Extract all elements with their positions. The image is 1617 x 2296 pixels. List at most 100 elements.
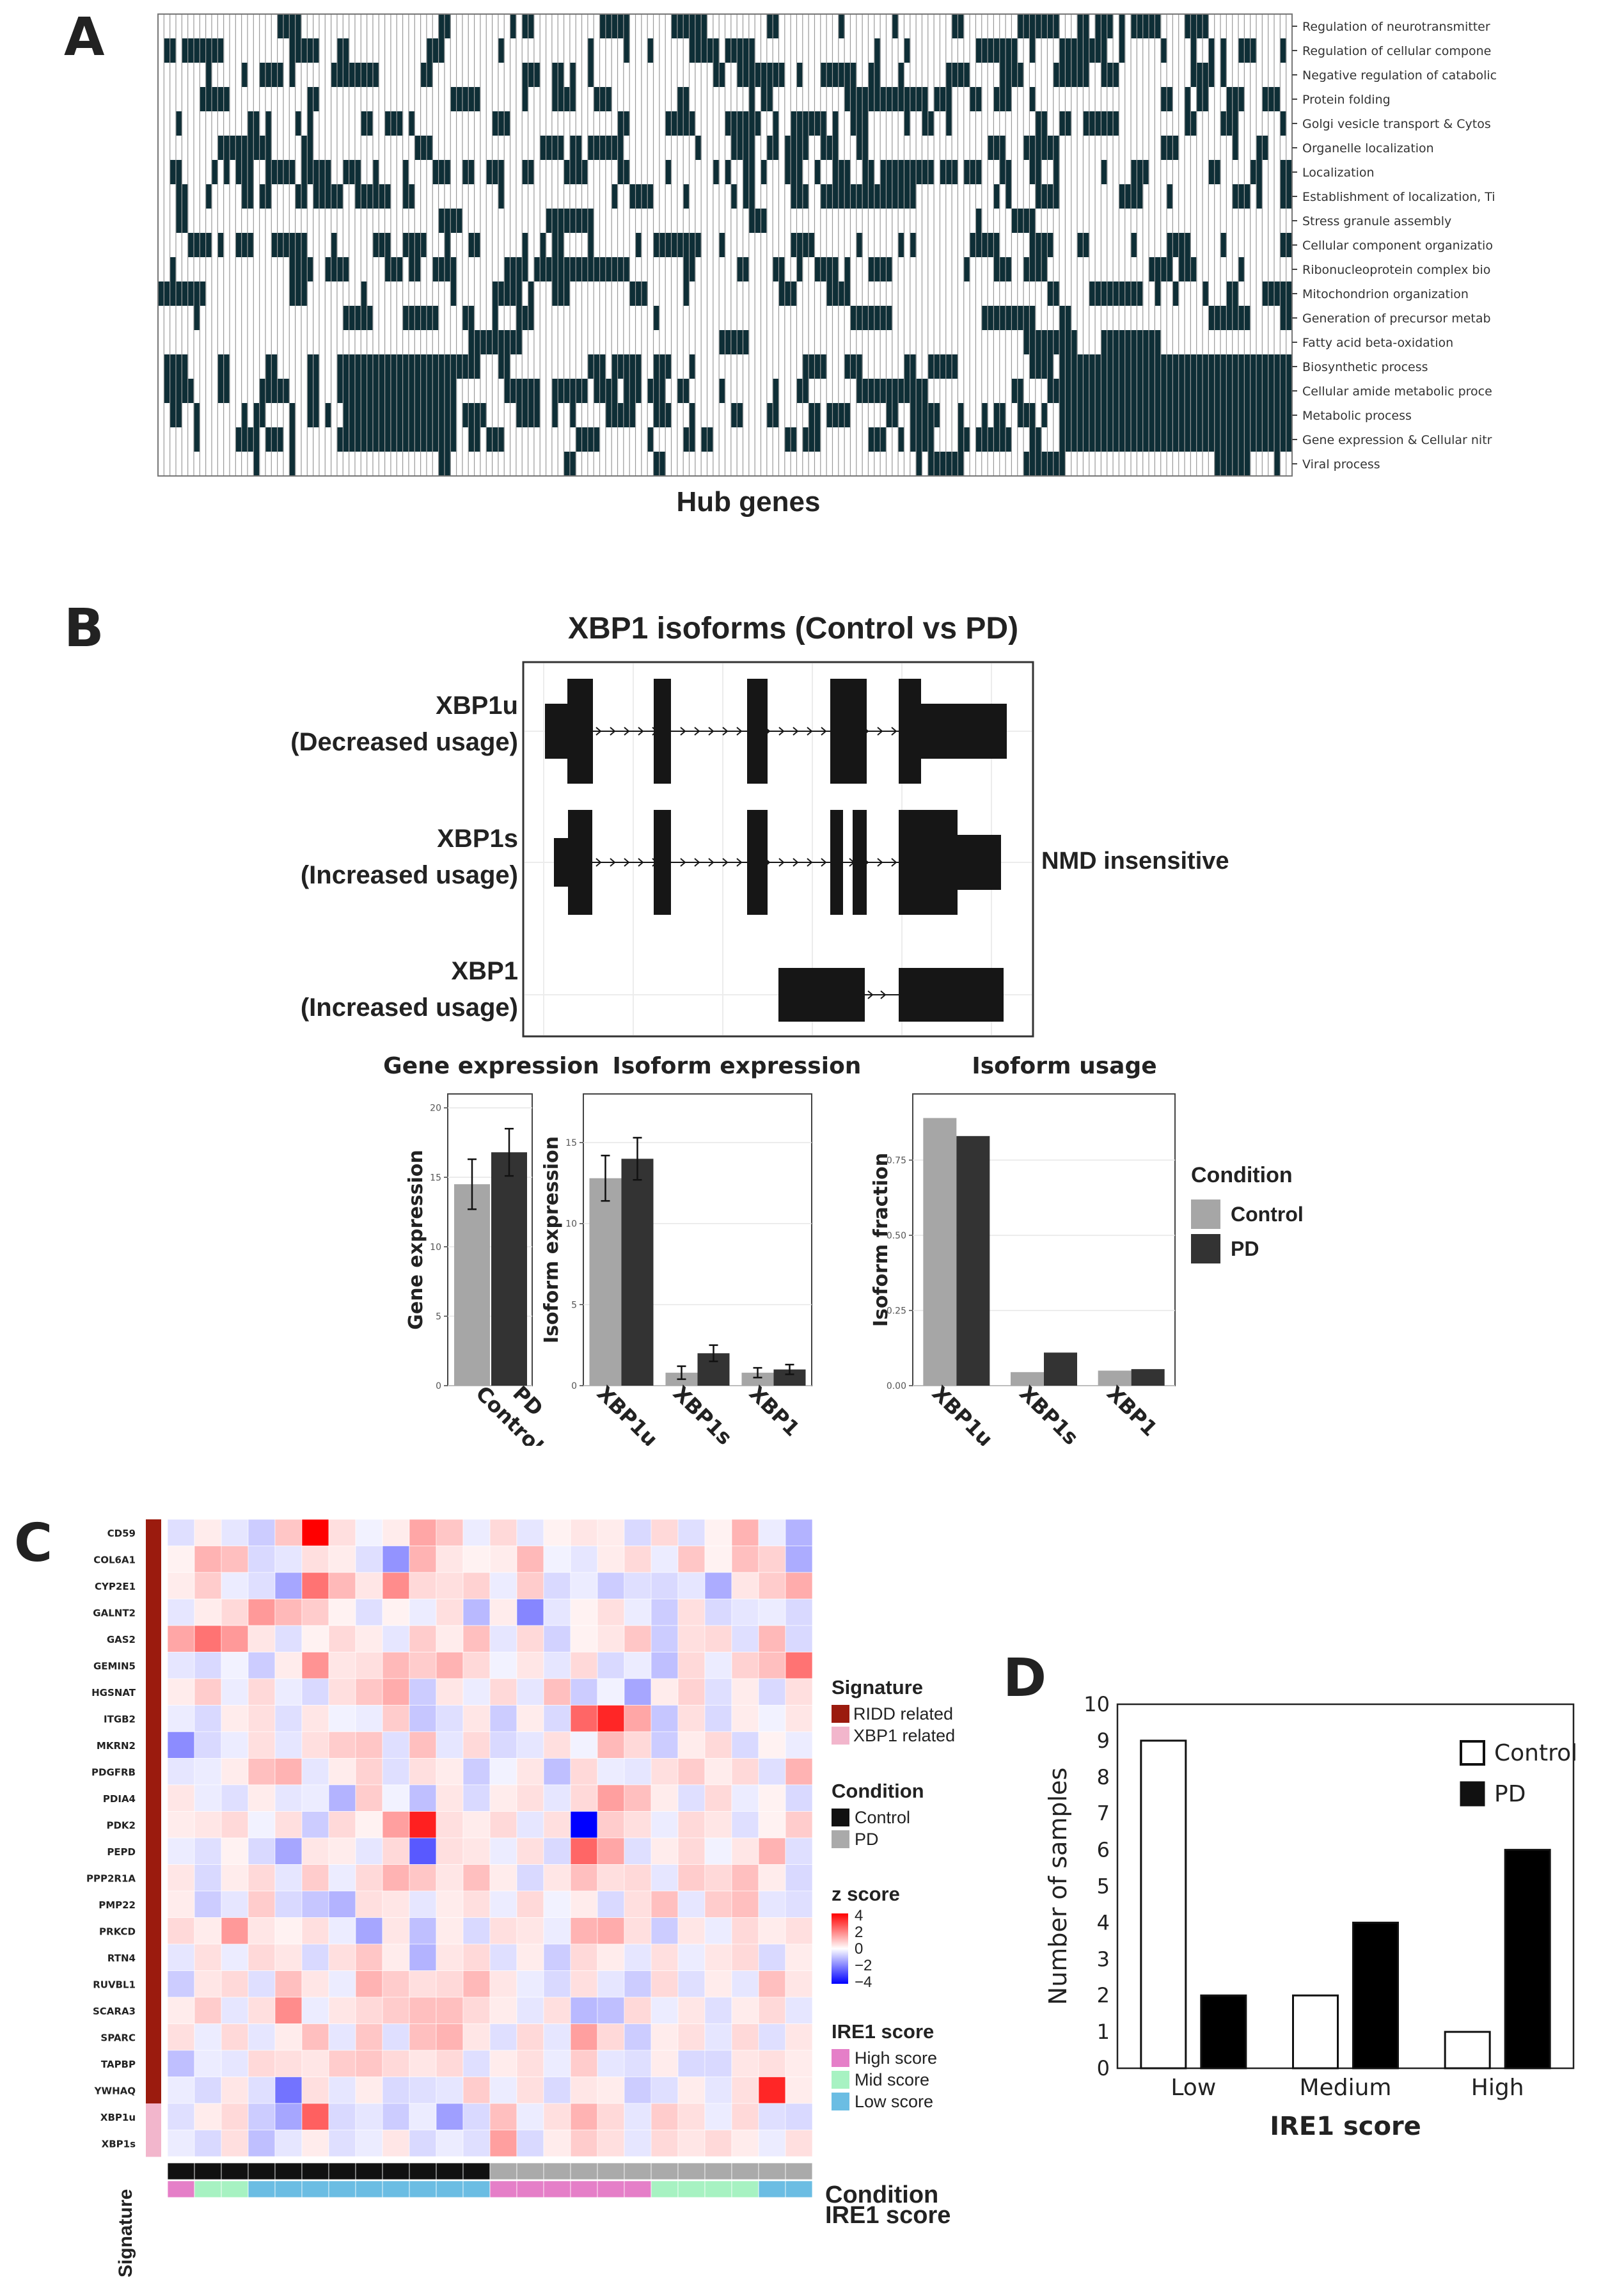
heatmap-cell	[355, 1731, 383, 1759]
grid-cell	[963, 160, 970, 184]
grid-cell	[1053, 452, 1060, 476]
heatmap-cell	[274, 2023, 303, 2051]
grid-cell	[1149, 330, 1155, 354]
signature-cell	[146, 1626, 161, 1652]
y-tick-label: 0	[1097, 2056, 1110, 2080]
grid-cell	[1047, 379, 1054, 403]
heatmap-cell	[570, 1599, 598, 1626]
isoform-usage: (Decreased usage)	[290, 728, 518, 756]
signature-cell	[146, 1519, 161, 1546]
grid-cell	[1101, 427, 1108, 452]
heatmap-cell	[274, 1944, 303, 1971]
heatmap-cell	[516, 2077, 544, 2104]
heatmap-cell	[785, 1970, 813, 1998]
grid-cell	[1232, 136, 1239, 160]
heatmap-cell	[382, 1599, 410, 1626]
heatmap-cell	[677, 2103, 706, 2130]
bar	[1352, 1921, 1399, 2070]
heatmap-cell	[194, 1997, 222, 2024]
grid-cell	[558, 87, 565, 111]
grid-cell	[390, 257, 397, 281]
grid-cell	[880, 427, 887, 452]
heatmap-cell	[382, 1652, 410, 1679]
grid-cell	[522, 306, 529, 330]
grid-cell	[755, 209, 762, 233]
grid-cell	[993, 257, 1000, 281]
grid-cell	[605, 136, 612, 160]
grid-cell	[910, 160, 917, 184]
heatmap-cell	[462, 1890, 491, 1918]
grid-cell	[307, 87, 314, 111]
legend-title: z score	[832, 1883, 900, 1905]
grid-cell	[343, 63, 350, 87]
heatmap-cell	[221, 1944, 249, 1971]
grid-cell	[1083, 403, 1090, 427]
chart-title: Isoform usage	[972, 1053, 1156, 1079]
grid-cell	[1047, 281, 1054, 306]
grid-cell	[1178, 403, 1185, 427]
grid-cell	[999, 38, 1006, 63]
heatmap-cell	[758, 1970, 786, 1998]
grid-cell	[1035, 452, 1042, 476]
grid-cell	[1232, 281, 1239, 306]
grid-cell	[533, 403, 540, 427]
grid-cell	[187, 233, 194, 257]
heatmap-cell	[301, 1705, 329, 1732]
heatmap-cell	[624, 2130, 652, 2157]
heatmap-cell	[489, 1970, 517, 1998]
grid-cell	[1226, 281, 1233, 306]
heatmap-cell	[382, 1864, 410, 1892]
grid-cell	[766, 14, 773, 38]
grid-cell	[970, 233, 977, 257]
grid-cell	[719, 233, 726, 257]
y-tick-label: 7	[1097, 1801, 1110, 1826]
grid-cell	[892, 14, 899, 38]
heatmap-cell	[436, 1837, 464, 1865]
heatmap-cell	[328, 1652, 356, 1679]
grid-cell	[516, 403, 523, 427]
grid-cell	[952, 14, 959, 38]
heatmap-cell	[382, 1784, 410, 1812]
heatmap-cell	[543, 1599, 571, 1626]
bar	[621, 1159, 654, 1386]
gene-label: YWHAQ	[94, 2085, 136, 2096]
grid-cell	[970, 87, 977, 111]
grid-cell	[432, 160, 439, 184]
grid-cell	[886, 160, 893, 184]
ire1-cell	[651, 2180, 679, 2198]
grid-cell	[283, 14, 290, 38]
grid-cell	[480, 403, 487, 427]
grid-cell	[665, 233, 672, 257]
grid-cell	[402, 306, 409, 330]
y-tick-label: 5	[571, 1300, 577, 1310]
grid-cell	[1172, 233, 1179, 257]
grid-cell	[1185, 111, 1191, 136]
grid-cell	[1101, 281, 1108, 306]
grid-cell	[1214, 379, 1221, 403]
grid-cell	[319, 160, 326, 184]
grid-cell	[689, 403, 696, 427]
heatmap-cell	[248, 1997, 276, 2024]
grid-cell	[450, 281, 457, 306]
heatmap-cell	[248, 1678, 276, 1706]
grid-cell	[551, 281, 558, 306]
heatmap-cell	[328, 1837, 356, 1865]
grid-cell	[259, 63, 266, 87]
grid-cell	[414, 427, 422, 452]
grid-cell	[1238, 87, 1245, 111]
grid-cell	[569, 452, 576, 476]
grid-cell	[492, 427, 499, 452]
grid-cell	[671, 233, 678, 257]
grid-cell	[1131, 427, 1137, 452]
grid-cell	[402, 233, 409, 257]
grid-cell	[999, 403, 1006, 427]
heatmap-cell	[382, 2023, 410, 2051]
grid-cell	[354, 427, 361, 452]
heatmap-cell	[651, 2130, 679, 2157]
grid-cell	[253, 452, 260, 476]
heatmap-cell	[436, 2050, 464, 2077]
grid-cell	[558, 63, 565, 87]
grid-cell	[361, 281, 368, 306]
grid-cell	[850, 87, 857, 111]
grid-cell	[1023, 136, 1030, 160]
